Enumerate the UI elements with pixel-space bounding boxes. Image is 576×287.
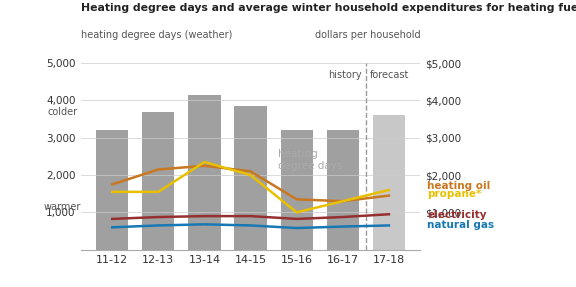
Text: electricity: electricity — [427, 210, 487, 220]
Bar — [234, 106, 267, 250]
Text: heating degree days (weather): heating degree days (weather) — [81, 30, 232, 40]
Bar — [281, 130, 313, 250]
Bar — [373, 115, 405, 250]
Bar — [327, 130, 359, 250]
Bar — [142, 112, 175, 250]
Text: propane*: propane* — [427, 189, 482, 199]
Text: heating
degree days: heating degree days — [278, 149, 343, 170]
Text: Heating degree days and average winter household expenditures for heating fuels: Heating degree days and average winter h… — [81, 3, 576, 13]
Text: heating oil: heating oil — [427, 181, 491, 191]
Text: forecast: forecast — [370, 70, 409, 80]
Bar — [188, 95, 221, 250]
Text: natural gas: natural gas — [427, 220, 494, 230]
Text: colder: colder — [47, 107, 78, 117]
Text: history: history — [328, 70, 362, 80]
Text: dollars per household: dollars per household — [315, 30, 420, 40]
Text: warmer: warmer — [44, 202, 81, 212]
Bar — [96, 130, 128, 250]
